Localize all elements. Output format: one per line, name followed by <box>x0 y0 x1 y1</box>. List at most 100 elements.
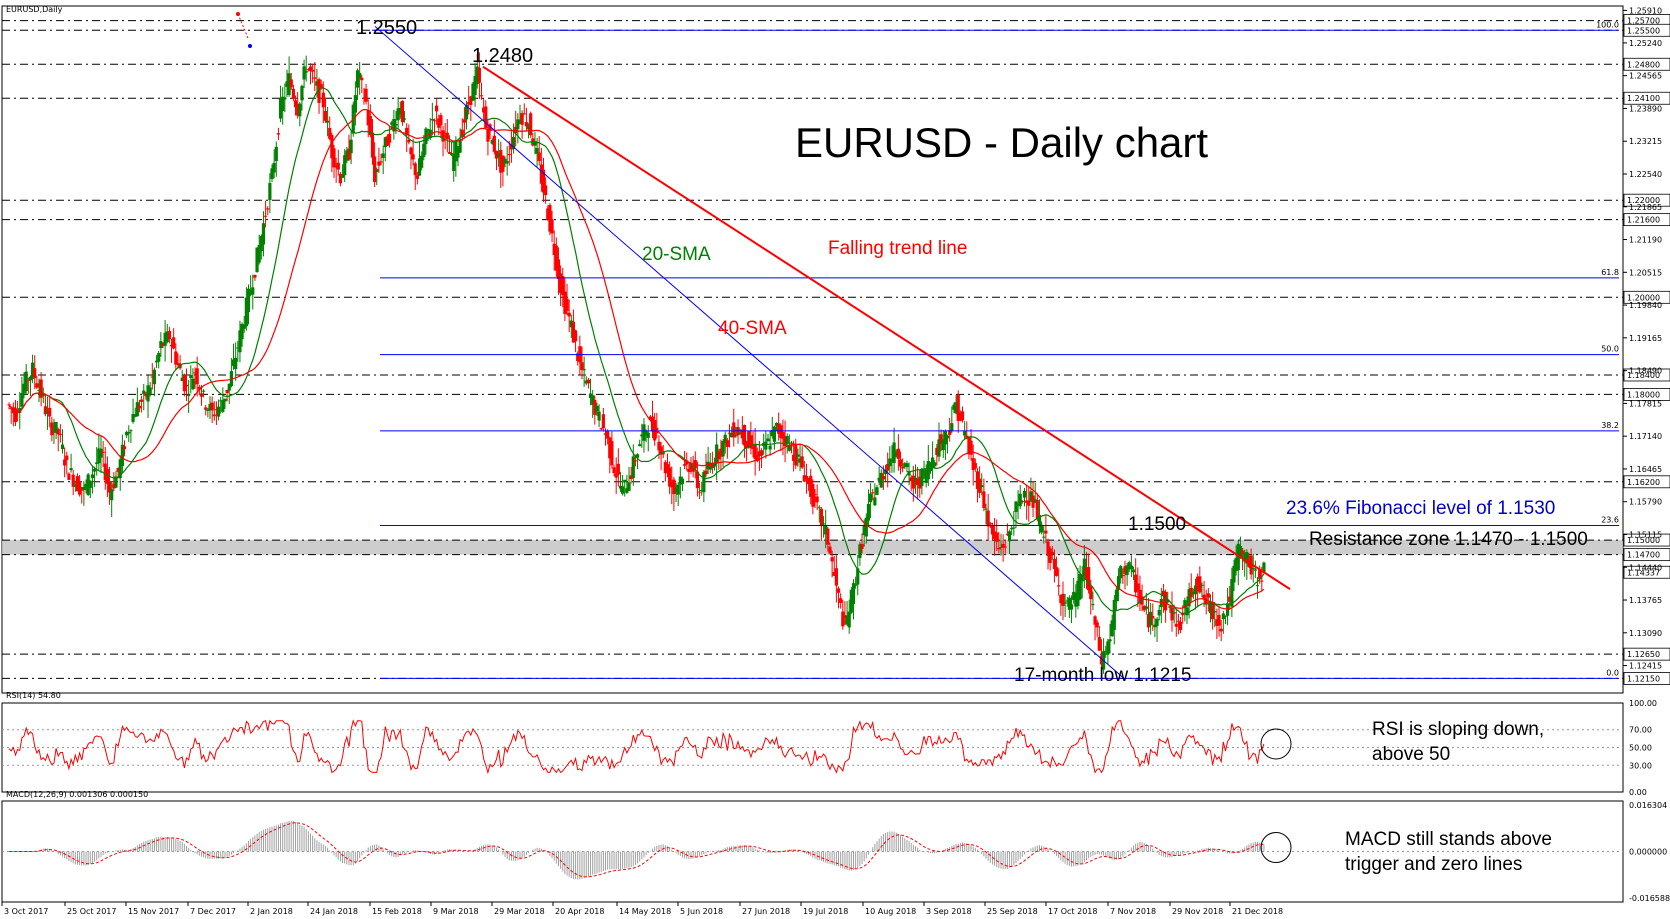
candle-body <box>236 347 240 349</box>
level-tag <box>1623 91 1670 105</box>
candle-body <box>505 161 509 164</box>
annotation-high-2018: 1.2550 <box>356 17 417 39</box>
candle-body <box>263 215 268 217</box>
candle-body <box>975 471 980 490</box>
candle-body <box>285 81 289 87</box>
candle-body <box>405 127 409 136</box>
candle-body <box>302 66 306 80</box>
candle-body <box>509 144 514 150</box>
candle-body <box>484 106 488 129</box>
candle-body <box>905 463 909 468</box>
candle-body <box>1080 574 1084 582</box>
level-tag <box>1623 368 1670 382</box>
candle-body <box>387 133 392 143</box>
candle-body <box>873 497 877 506</box>
candle-body <box>99 448 103 458</box>
candle-body <box>503 158 507 164</box>
candle-body <box>986 510 990 527</box>
y-tick-label: 1.15790 <box>1629 498 1662 507</box>
annotation-sma20: 20-SMA <box>642 244 711 265</box>
candle-body <box>550 219 554 234</box>
candle-body <box>161 343 165 346</box>
candle-body <box>663 462 667 474</box>
candle-body <box>595 405 599 412</box>
candle-body <box>514 126 518 134</box>
candle-body <box>249 289 253 295</box>
candle-body <box>270 168 274 179</box>
candle-body <box>214 409 219 411</box>
candle-body <box>293 100 298 108</box>
candle-body <box>413 163 417 176</box>
candle-body <box>1185 607 1189 616</box>
candle-body <box>1228 596 1232 603</box>
candle-body <box>300 85 304 101</box>
candle-body <box>86 474 90 495</box>
candle-body <box>488 124 492 132</box>
candle-body <box>561 276 565 296</box>
candle-body <box>1016 504 1020 506</box>
marker-dot-blue <box>248 44 252 48</box>
main-panel-frame <box>1 5 1624 694</box>
macd-tick-label: 0.016304 <box>1629 801 1667 810</box>
candle-body <box>355 70 360 88</box>
candle-body <box>1176 620 1181 622</box>
candle-body <box>727 432 732 434</box>
candle-body <box>9 407 13 409</box>
candle-body <box>116 468 120 472</box>
candle-body <box>182 375 186 392</box>
candle-body <box>276 133 281 135</box>
candle-body <box>422 143 426 157</box>
overlays-layer: 100.0 61.8 50.0 38.2 23.6 0.0 <box>8 12 1619 880</box>
x-tick-label: 15 Nov 2017 <box>128 907 179 916</box>
candle-body <box>255 247 259 273</box>
candle-body <box>712 463 717 467</box>
level-tag-text: 1.21600 <box>1627 216 1660 225</box>
candle-body <box>180 377 184 382</box>
candle-body <box>610 441 614 466</box>
candle-body <box>221 400 225 412</box>
level-tag-text: 1.24100 <box>1627 94 1660 103</box>
candle-body <box>751 447 755 449</box>
candle-body <box>45 411 50 414</box>
candle-body <box>92 468 97 472</box>
x-tick-label: 7 Dec 2017 <box>190 907 236 916</box>
candle-body <box>522 113 526 115</box>
candle-body <box>841 611 845 627</box>
candle-body <box>559 273 563 293</box>
candle-body <box>879 472 883 488</box>
candle-body <box>366 110 370 126</box>
annotation-high-march: 1.2480 <box>472 45 533 67</box>
candle-body <box>497 153 501 158</box>
candle-body <box>56 429 60 435</box>
sma40-line <box>8 108 1265 610</box>
candle-body <box>90 474 95 479</box>
candle-body <box>1020 501 1024 503</box>
candle-body <box>317 79 321 104</box>
rsi-note-line-2: above 50 <box>1372 744 1450 765</box>
candle-body <box>730 432 734 438</box>
candle-body <box>883 470 888 475</box>
candle-body <box>866 503 871 521</box>
candle-body <box>804 475 809 479</box>
candle-body <box>836 588 841 593</box>
candle-body <box>573 330 578 342</box>
candle-body <box>362 97 366 99</box>
candle-body <box>612 467 616 474</box>
candle-body <box>135 402 139 417</box>
candle-body <box>802 475 806 482</box>
candle-body <box>913 477 918 481</box>
falling-trend-line <box>482 65 1291 590</box>
candle-body <box>336 162 340 170</box>
candle-body <box>137 405 142 409</box>
candle-body <box>990 524 995 535</box>
x-tick-label: 25 Oct 2017 <box>67 907 116 916</box>
y-tick-label: 1.20515 <box>1629 268 1662 277</box>
rsi-tick-label: 30.00 <box>1629 761 1652 770</box>
candle-body <box>828 546 832 554</box>
candle-body <box>58 434 62 436</box>
candle-body <box>723 434 727 444</box>
candle-body <box>695 471 700 489</box>
candle-body <box>1142 605 1146 611</box>
y-tick-label: 1.21190 <box>1629 236 1662 245</box>
